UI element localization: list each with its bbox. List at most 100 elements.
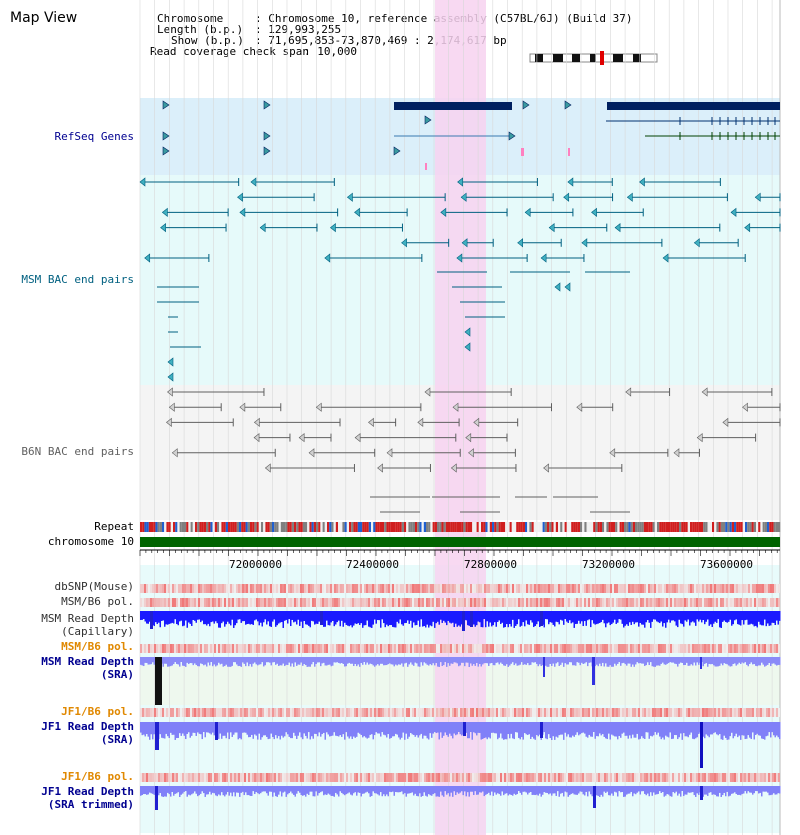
msm-sra-depth-bar [704,657,706,664]
jf1-sra-depth-bar [714,722,716,733]
jf1-trim-depth-bar [464,786,466,792]
jf1-trim-depth-bar [590,786,592,795]
dbsnp-cell [686,584,688,593]
msm-pol-cell [728,598,730,607]
jf1-pol-cell [558,708,560,717]
jf1-trim-depth-bar [267,786,269,796]
dbsnp-cell [548,584,550,593]
jf1-trim-depth-bar [375,786,377,794]
msm-pol2-cell [150,644,152,653]
jf1-sra-depth-bar [147,722,149,737]
jf1-trim-depth-bar [317,786,319,796]
jf1-pol-cell [738,708,740,717]
jf1-pol-cell [666,708,668,717]
msm-cap-depth-bar [360,611,362,624]
msm-sra-depth-bar [473,657,475,665]
msm-sra-depth-bar [242,657,244,663]
jf1-pol2-cell [472,773,474,782]
msm-pol2-cell [288,644,290,653]
dbsnp-cell [352,584,354,593]
msm-pol-cell [548,598,550,607]
jf1-pol2-cell [254,773,256,782]
msm-cap-depth-bar [474,611,476,627]
jf1-sra-depth-bar [720,722,722,740]
track-label-b6n-bac[interactable]: B6N BAC end pairs [21,445,134,458]
repeat-element [771,522,774,532]
msm-pol-cell [652,598,654,607]
repeat-element [705,522,708,532]
msm-pol2-cell [472,644,474,653]
msm-pol2-cell [548,644,550,653]
repeat-element [674,522,677,532]
repeat-element [540,522,543,532]
jf1-trim-depth-bar [666,786,668,795]
msm-pol-cell [364,598,366,607]
jf1-pol2-cell [344,773,346,782]
msm-sra-depth-bar [303,657,305,665]
msm-pol-cell [196,598,198,607]
dbsnp-cell [716,584,718,593]
msm-sra-depth-bar [212,657,214,667]
msm-cap-depth-bar [710,611,712,625]
jf1-trim-depth-bar [168,786,170,795]
jf1-trim-depth-bar [722,786,724,796]
dbsnp-cell [360,584,362,593]
jf1-pol2-cell [398,773,400,782]
msm-sra-depth-bar [426,657,428,665]
jf1-trim-depth-bar [719,786,721,793]
msm-cap-depth-bar [417,611,419,621]
jf1-pol-cell [176,708,178,717]
msm-sra-depth-bar [638,657,640,664]
msm-pol2-cell [756,644,758,653]
jf1-sra-depth-bar [264,722,266,736]
msm-pol-cell [532,598,534,607]
msm-pol-cell [558,598,560,607]
jf1-trim-depth-bar [231,786,233,797]
msm-pol-cell [584,598,586,607]
track-label-refseq[interactable]: RefSeq Genes [54,130,134,143]
msm-sra-depth-bar [177,657,179,665]
msm-pol2-cell [608,644,610,653]
jf1-pol-cell [194,708,196,717]
jf1-trim-depth-bar [251,786,253,796]
repeat-element [485,522,488,532]
dbsnp-cell [756,584,758,593]
jf1-pol2-cell [588,773,590,782]
jf1-pol-cell [528,708,530,717]
msm-pol-cell [696,598,698,607]
jf1-trim-depth-bar [446,786,448,795]
jf1-sra-depth-bar [372,722,374,740]
msm-sra-depth-bar [386,657,388,666]
msm-sra-depth-bar [434,657,436,666]
jf1-pol-cell [692,708,694,717]
repeat-element [740,522,743,532]
jf1-trim-depth-bar [611,786,613,794]
jf1-pol-cell [546,708,548,717]
msm-cap-depth-bar [252,611,254,625]
msm-sra-depth-bar [486,657,488,664]
msm-sra-depth-bar [645,657,647,666]
jf1-sra-depth-bar [567,722,569,735]
msm-pol2-cell [360,644,362,653]
jf1-pol-cell [636,708,638,717]
msm-cap-depth-bar [425,611,427,628]
dbsnp-cell [410,584,412,593]
jf1-pol2-cell [258,773,260,782]
jf1-pol2-cell [260,773,262,782]
jf1-pol-cell [646,708,648,717]
jf1-sra-depth-bar [596,722,598,737]
jf1-pol-cell [740,708,742,717]
jf1-pol-cell [632,708,634,717]
track-label-msm-bac[interactable]: MSM BAC end pairs [21,273,134,286]
jf1-sra-depth-bar [473,722,475,733]
msm-sra-depth-bar-spike [700,657,702,669]
msm-sra-depth-bar [326,657,328,666]
msm-pol2-cell [708,644,710,653]
msm-cap-depth-bar [327,611,329,626]
jf1-pol2-cell [142,773,144,782]
jf1-pol2-cell [558,773,560,782]
repeat-element [613,522,616,532]
msm-pol-cell [308,598,310,607]
repeat-element [463,522,466,532]
